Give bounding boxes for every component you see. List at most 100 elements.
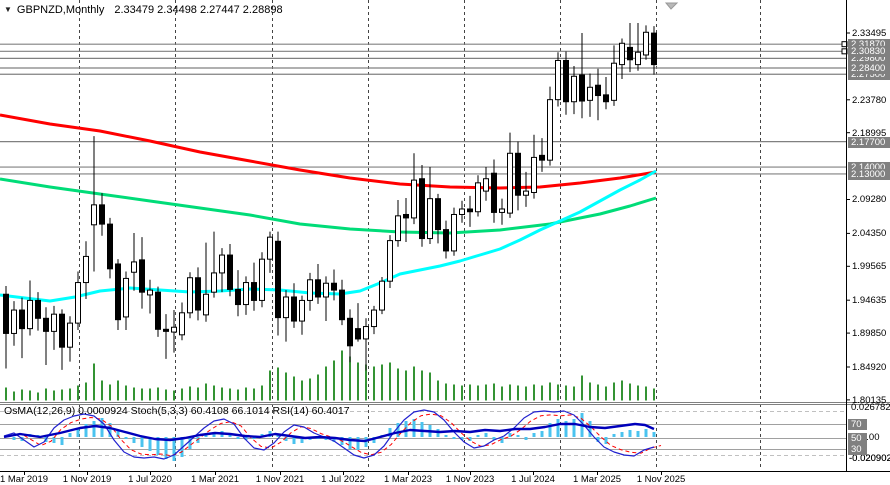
candle-body: [419, 178, 425, 240]
date-label: 1 Jul 2022: [321, 474, 365, 485]
date-label: 1 Mar 2021: [190, 474, 240, 485]
candle-body: [139, 259, 145, 293]
candle-body: [91, 204, 97, 226]
candle-body: [131, 261, 137, 273]
candle-body: [323, 282, 329, 298]
candle-body: [267, 236, 273, 260]
candle-body: [587, 86, 593, 101]
date-label: 1 Mar 2023: [383, 474, 433, 485]
candle-body: [3, 293, 9, 334]
candle-body: [147, 289, 153, 296]
panel-level-label: 30: [848, 444, 867, 455]
candle-body: [635, 51, 641, 66]
candle-body: [315, 279, 321, 298]
date-label: 1 Nov 2025: [636, 474, 686, 485]
candle-body: [515, 152, 521, 196]
candle-body: [531, 156, 537, 193]
chart-symbol-period: GBPNZD,Monthly: [16, 4, 105, 16]
candle-body: [43, 317, 49, 332]
price-level-label: 2.27500: [848, 69, 890, 81]
price-level-label: 2.17700: [848, 136, 890, 148]
price-level-label: 2.31870: [848, 39, 890, 51]
candle-body: [467, 208, 473, 213]
date-label: 1 Jul 2020: [128, 474, 172, 485]
candle-body: [195, 277, 201, 311]
candle-body: [163, 328, 169, 332]
price-tick-label: 2.04350: [852, 228, 887, 240]
candle-body: [307, 279, 313, 301]
candle-body: [611, 62, 617, 101]
price-level-label: 2.13000: [848, 168, 890, 180]
panel-scale-min-label: -0.020902: [849, 453, 890, 464]
candle-body: [115, 263, 121, 321]
candle-body: [275, 240, 281, 319]
candle-body: [371, 309, 377, 328]
candle-body: [563, 59, 569, 103]
price-tick-label: 2.23780: [852, 94, 887, 106]
panel-level-label: 70: [848, 419, 867, 430]
candle-body: [339, 289, 345, 321]
date-label: 1 Mar 2025: [572, 474, 622, 485]
candle-body: [243, 282, 249, 306]
chart-shift-marker-icon[interactable]: [664, 2, 679, 10]
panel-scale-min-label: -0.020902: [849, 453, 890, 464]
candle-body: [403, 213, 409, 219]
candle-body: [219, 254, 225, 274]
price-tick-label: 1.89850: [852, 328, 887, 340]
candle-body: [507, 152, 513, 214]
candle-body: [203, 293, 209, 316]
candle-body: [387, 240, 393, 282]
candle-body: [123, 277, 129, 318]
candle-body: [379, 280, 385, 311]
candle-body: [483, 178, 489, 192]
candle-body: [291, 296, 297, 322]
candle-body: [51, 313, 57, 332]
candle-body: [627, 46, 633, 61]
candle-body: [603, 94, 609, 103]
rsi-line: [3, 422, 655, 443]
candle-body: [107, 223, 113, 270]
price-tick-label: 2.18995: [852, 127, 887, 139]
ma-green-line: [0, 177, 657, 235]
candle-body: [187, 277, 193, 314]
candle-body: [171, 326, 177, 333]
price-level-label: 2.30830: [848, 46, 890, 58]
candle-body: [75, 282, 81, 324]
chart-menu-arrow-icon: ▼: [4, 5, 12, 14]
price-level-label: 2.29800: [848, 53, 890, 65]
date-label: 1 Jul 2024: [511, 474, 555, 485]
candle-body: [155, 291, 161, 330]
candle-body: [499, 208, 505, 213]
price-level-label: 2.28400: [848, 63, 890, 75]
candle-body: [179, 312, 185, 336]
price-level-label: 2.14000: [848, 162, 890, 174]
candle-body: [523, 190, 529, 196]
candle-body: [227, 254, 233, 290]
candle-body: [347, 317, 353, 347]
date-label: 1 Mar 2019: [0, 474, 49, 485]
candle-body: [651, 32, 657, 66]
candle-body: [11, 309, 17, 334]
date-label: 1 Nov 2021: [255, 474, 305, 485]
candle-body: [355, 328, 361, 340]
candle-body: [299, 299, 305, 322]
panel-zero-label: 0.00: [861, 432, 880, 443]
candle-body: [459, 208, 465, 215]
ma-cyan-line: [0, 169, 657, 303]
candle-body: [67, 322, 73, 348]
candle-body: [435, 198, 441, 231]
price-tick-label: 2.09280: [852, 194, 887, 206]
date-label: 1 Nov 2019: [62, 474, 112, 485]
panel-scale-max-label: 0.0267821: [851, 402, 890, 413]
panel-level-label: 50: [848, 433, 867, 444]
candle-body: [35, 299, 41, 319]
candle-body: [475, 182, 481, 213]
price-tick-label: 1.80135: [852, 394, 887, 406]
candle-body: [395, 215, 401, 242]
candle-body: [547, 99, 553, 161]
price-tick-label: 1.84920: [852, 361, 887, 373]
candle-body: [595, 84, 601, 97]
candle-body: [27, 299, 33, 330]
